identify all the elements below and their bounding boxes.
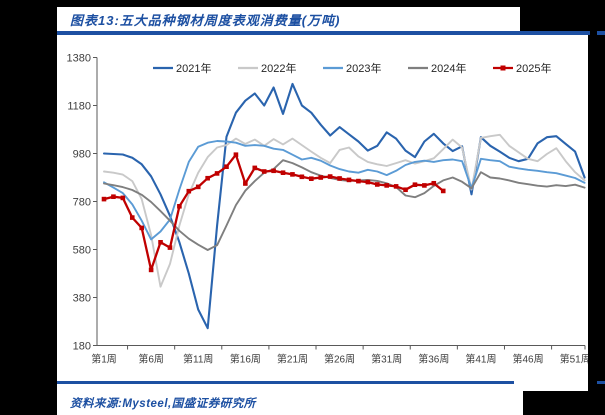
- data-point-marker: [167, 245, 173, 250]
- series-2021: [102, 82, 586, 330]
- data-point-marker: [337, 176, 342, 181]
- data-point-marker: [422, 183, 427, 188]
- chart-legend: 2021年 2022年 2023年 2024年 2025年: [153, 61, 551, 75]
- series-2022: [103, 133, 586, 288]
- header-rule: [57, 31, 590, 35]
- source-text: 资料来源:Mysteel,国盛证券研究所: [70, 398, 256, 410]
- series-2025: [101, 152, 446, 273]
- svg-text:第1周: 第1周: [91, 353, 117, 366]
- svg-text:第51周: 第51周: [560, 353, 588, 366]
- data-point-marker: [233, 152, 239, 157]
- svg-text:1180: 1180: [67, 101, 91, 113]
- svg-text:380: 380: [73, 293, 91, 305]
- data-point-marker: [205, 175, 210, 181]
- svg-text:第46周: 第46周: [512, 353, 543, 366]
- legend-label: 2021年: [176, 61, 211, 75]
- data-point-marker: [431, 180, 437, 186]
- data-point-marker: [271, 168, 276, 174]
- svg-text:1380: 1380: [67, 53, 91, 65]
- legend-label: 2024年: [431, 61, 466, 75]
- svg-text:180: 180: [73, 341, 91, 353]
- series-2023: [103, 140, 586, 241]
- chart-svg: 180 380 580 780 980 1180 1380 第1周 第6周 第11周 第16周 第21…: [67, 53, 591, 366]
- legend-item-2021: 2021年: [153, 61, 211, 75]
- data-point-marker: [224, 164, 229, 169]
- data-point-marker: [195, 184, 201, 190]
- svg-text:第11周: 第11周: [183, 353, 213, 366]
- figure-footer: 资料来源:Mysteel,国盛证券研究所: [57, 391, 523, 415]
- data-point-marker: [177, 204, 182, 209]
- legend-item-2024: 2024年: [408, 61, 466, 75]
- chart-panel: 180 380 580 780 980 1180 1380 第1周 第6周 第11周 第16周 第21…: [57, 35, 591, 391]
- data-point-marker: [412, 182, 418, 187]
- data-point-marker: [148, 267, 154, 273]
- data-point-marker: [158, 240, 163, 245]
- y-axis-labels: 180 380 580 780 980 1180 1380: [67, 53, 91, 353]
- data-point-marker: [252, 165, 258, 171]
- data-point-marker: [111, 194, 116, 199]
- data-point-marker: [403, 187, 408, 193]
- svg-text:第26周: 第26周: [324, 353, 355, 366]
- data-point-marker: [318, 175, 324, 180]
- legend-swatch-marker: [500, 65, 506, 71]
- header-rule-fragment: [597, 31, 605, 35]
- data-point-marker: [374, 182, 380, 187]
- series-2024: [103, 159, 586, 251]
- data-point-marker: [384, 183, 389, 188]
- svg-text:980: 980: [73, 149, 91, 161]
- data-point-marker: [101, 196, 107, 202]
- data-point-marker: [356, 178, 361, 184]
- legend-item-2023: 2023年: [323, 61, 381, 75]
- data-point-marker: [120, 195, 126, 201]
- legend-item-2022: 2022年: [238, 61, 296, 75]
- x-axis-labels: 第1周 第6周 第11周 第16周 第21周 第26周 第31周 第36周 第41周 第46周 第5…: [91, 353, 590, 366]
- axes: [93, 57, 586, 350]
- legend-label: 2025年: [516, 61, 551, 75]
- data-point-marker: [440, 188, 446, 194]
- svg-text:第6周: 第6周: [138, 353, 164, 366]
- data-point-marker: [280, 170, 286, 175]
- svg-text:第21周: 第21周: [277, 353, 308, 366]
- legend-item-2025: 2025年: [493, 61, 551, 75]
- svg-text:第36周: 第36周: [418, 353, 449, 366]
- data-point-marker: [261, 169, 267, 174]
- figure-title: 图表13:五大品种钢材周度表观消费量(万吨): [70, 13, 341, 28]
- data-point-marker: [327, 174, 333, 179]
- data-point-marker: [290, 172, 295, 177]
- svg-text:780: 780: [73, 197, 91, 209]
- legend-label: 2023年: [346, 61, 381, 75]
- data-point-marker: [393, 184, 399, 189]
- svg-text:第16周: 第16周: [230, 353, 261, 366]
- svg-text:580: 580: [73, 245, 91, 257]
- data-point-marker: [214, 171, 220, 176]
- footer-rule: [57, 381, 514, 384]
- legend-label: 2022年: [261, 61, 296, 75]
- footer-rule-fragment: [597, 381, 605, 384]
- data-point-marker: [139, 225, 144, 231]
- data-point-marker: [243, 181, 248, 186]
- svg-text:第31周: 第31周: [371, 353, 402, 366]
- svg-text:第41周: 第41周: [465, 353, 496, 366]
- data-point-marker: [186, 188, 192, 194]
- data-point-marker: [365, 179, 371, 185]
- figure-header: 图表13:五大品种钢材周度表观消费量(万吨): [57, 7, 520, 31]
- data-point-marker: [129, 215, 135, 220]
- data-point-marker: [299, 174, 305, 180]
- data-point-marker: [346, 177, 352, 183]
- data-point-marker: [309, 176, 314, 181]
